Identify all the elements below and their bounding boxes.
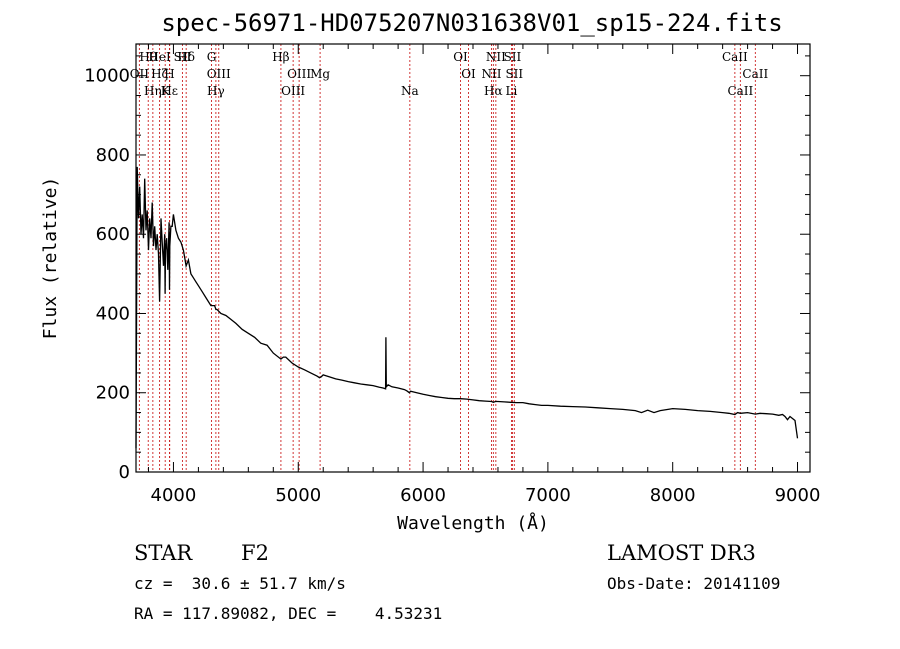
emission-line-label: Hη: [144, 84, 162, 98]
emission-line-label: CaII: [727, 84, 753, 98]
x-tick-label: 9000: [775, 485, 821, 506]
chart-title: spec-56971-HD075207N031638V01_sp15-224.f…: [161, 9, 782, 37]
emission-line-label: Hε: [161, 84, 178, 98]
emission-line-label: HeI: [148, 50, 171, 64]
emission-line-label: Hβ: [272, 50, 289, 64]
emission-line-label: Hα: [484, 84, 503, 98]
emission-line-label: OI: [453, 50, 468, 64]
y-tick-label: 800: [96, 145, 130, 166]
emission-line-label: Hζ: [151, 67, 168, 81]
emission-line-label: Hγ: [207, 84, 225, 98]
plot-frame: [135, 43, 811, 473]
object-subclass: F2: [241, 541, 269, 565]
emission-line-label: Hδ: [177, 50, 195, 64]
y-tick-label: 200: [96, 383, 130, 404]
y-tick-label: 0: [119, 462, 130, 483]
obs-date: Obs-Date: 20141109: [607, 574, 780, 593]
object-class: STAR: [134, 541, 193, 565]
emission-line-markers: [138, 44, 756, 472]
y-tick-label: 600: [96, 224, 130, 245]
emission-line-label: OIII: [287, 67, 311, 81]
coordinates-text: RA = 117.89082, DEC = 4.53231: [134, 604, 442, 623]
x-tick-label: 6000: [400, 485, 446, 506]
x-axis-ticks: 4000 5000 6000 7000 8000 9000: [147, 44, 821, 506]
emission-line-label: Na: [401, 84, 419, 98]
y-tick-label: 1000: [84, 66, 130, 87]
emission-line-label: Li: [506, 84, 518, 98]
redshift-text: cz = 30.6 ± 51.7 km/s: [134, 574, 346, 593]
emission-line-label: OIII: [207, 67, 231, 81]
emission-line-label: K: [161, 84, 171, 98]
emission-line-label: Mg: [310, 67, 330, 81]
emission-line-label: SII: [504, 50, 522, 64]
x-axis-label: Wavelength (Å): [397, 512, 549, 534]
x-tick-label: 5000: [275, 485, 321, 506]
emission-line-label: NII: [481, 67, 501, 81]
x-tick-label: 8000: [650, 485, 696, 506]
emission-line-label: OII: [130, 67, 150, 81]
emission-line-label: NII: [486, 50, 506, 64]
y-axis-ticks: 0 200 400 600 800 1000: [84, 55, 810, 483]
x-tick-label: 4000: [151, 485, 197, 506]
y-tick-label: 400: [96, 303, 130, 324]
emission-line-label: Hθ: [139, 50, 157, 64]
emission-line-label: SII: [174, 50, 192, 64]
x-tick-label: 7000: [525, 485, 571, 506]
emission-line-label: CaII: [722, 50, 748, 64]
emission-line-label: G: [207, 50, 217, 64]
emission-line-labels: HθOIIHηHeIHζKSIIHHεHδOIIIHγGOIIIOIIIHβMg…: [130, 50, 769, 98]
survey-name: LAMOST DR3: [607, 541, 756, 565]
spectrum-line: [135, 166, 799, 449]
emission-line-label: OIII: [281, 84, 305, 98]
emission-line-label: H: [164, 67, 174, 81]
emission-line-label: SII: [505, 67, 523, 81]
y-axis-label: Flux (relative): [40, 177, 61, 340]
emission-line-label: OI: [461, 67, 476, 81]
emission-line-label: CaII: [742, 67, 768, 81]
